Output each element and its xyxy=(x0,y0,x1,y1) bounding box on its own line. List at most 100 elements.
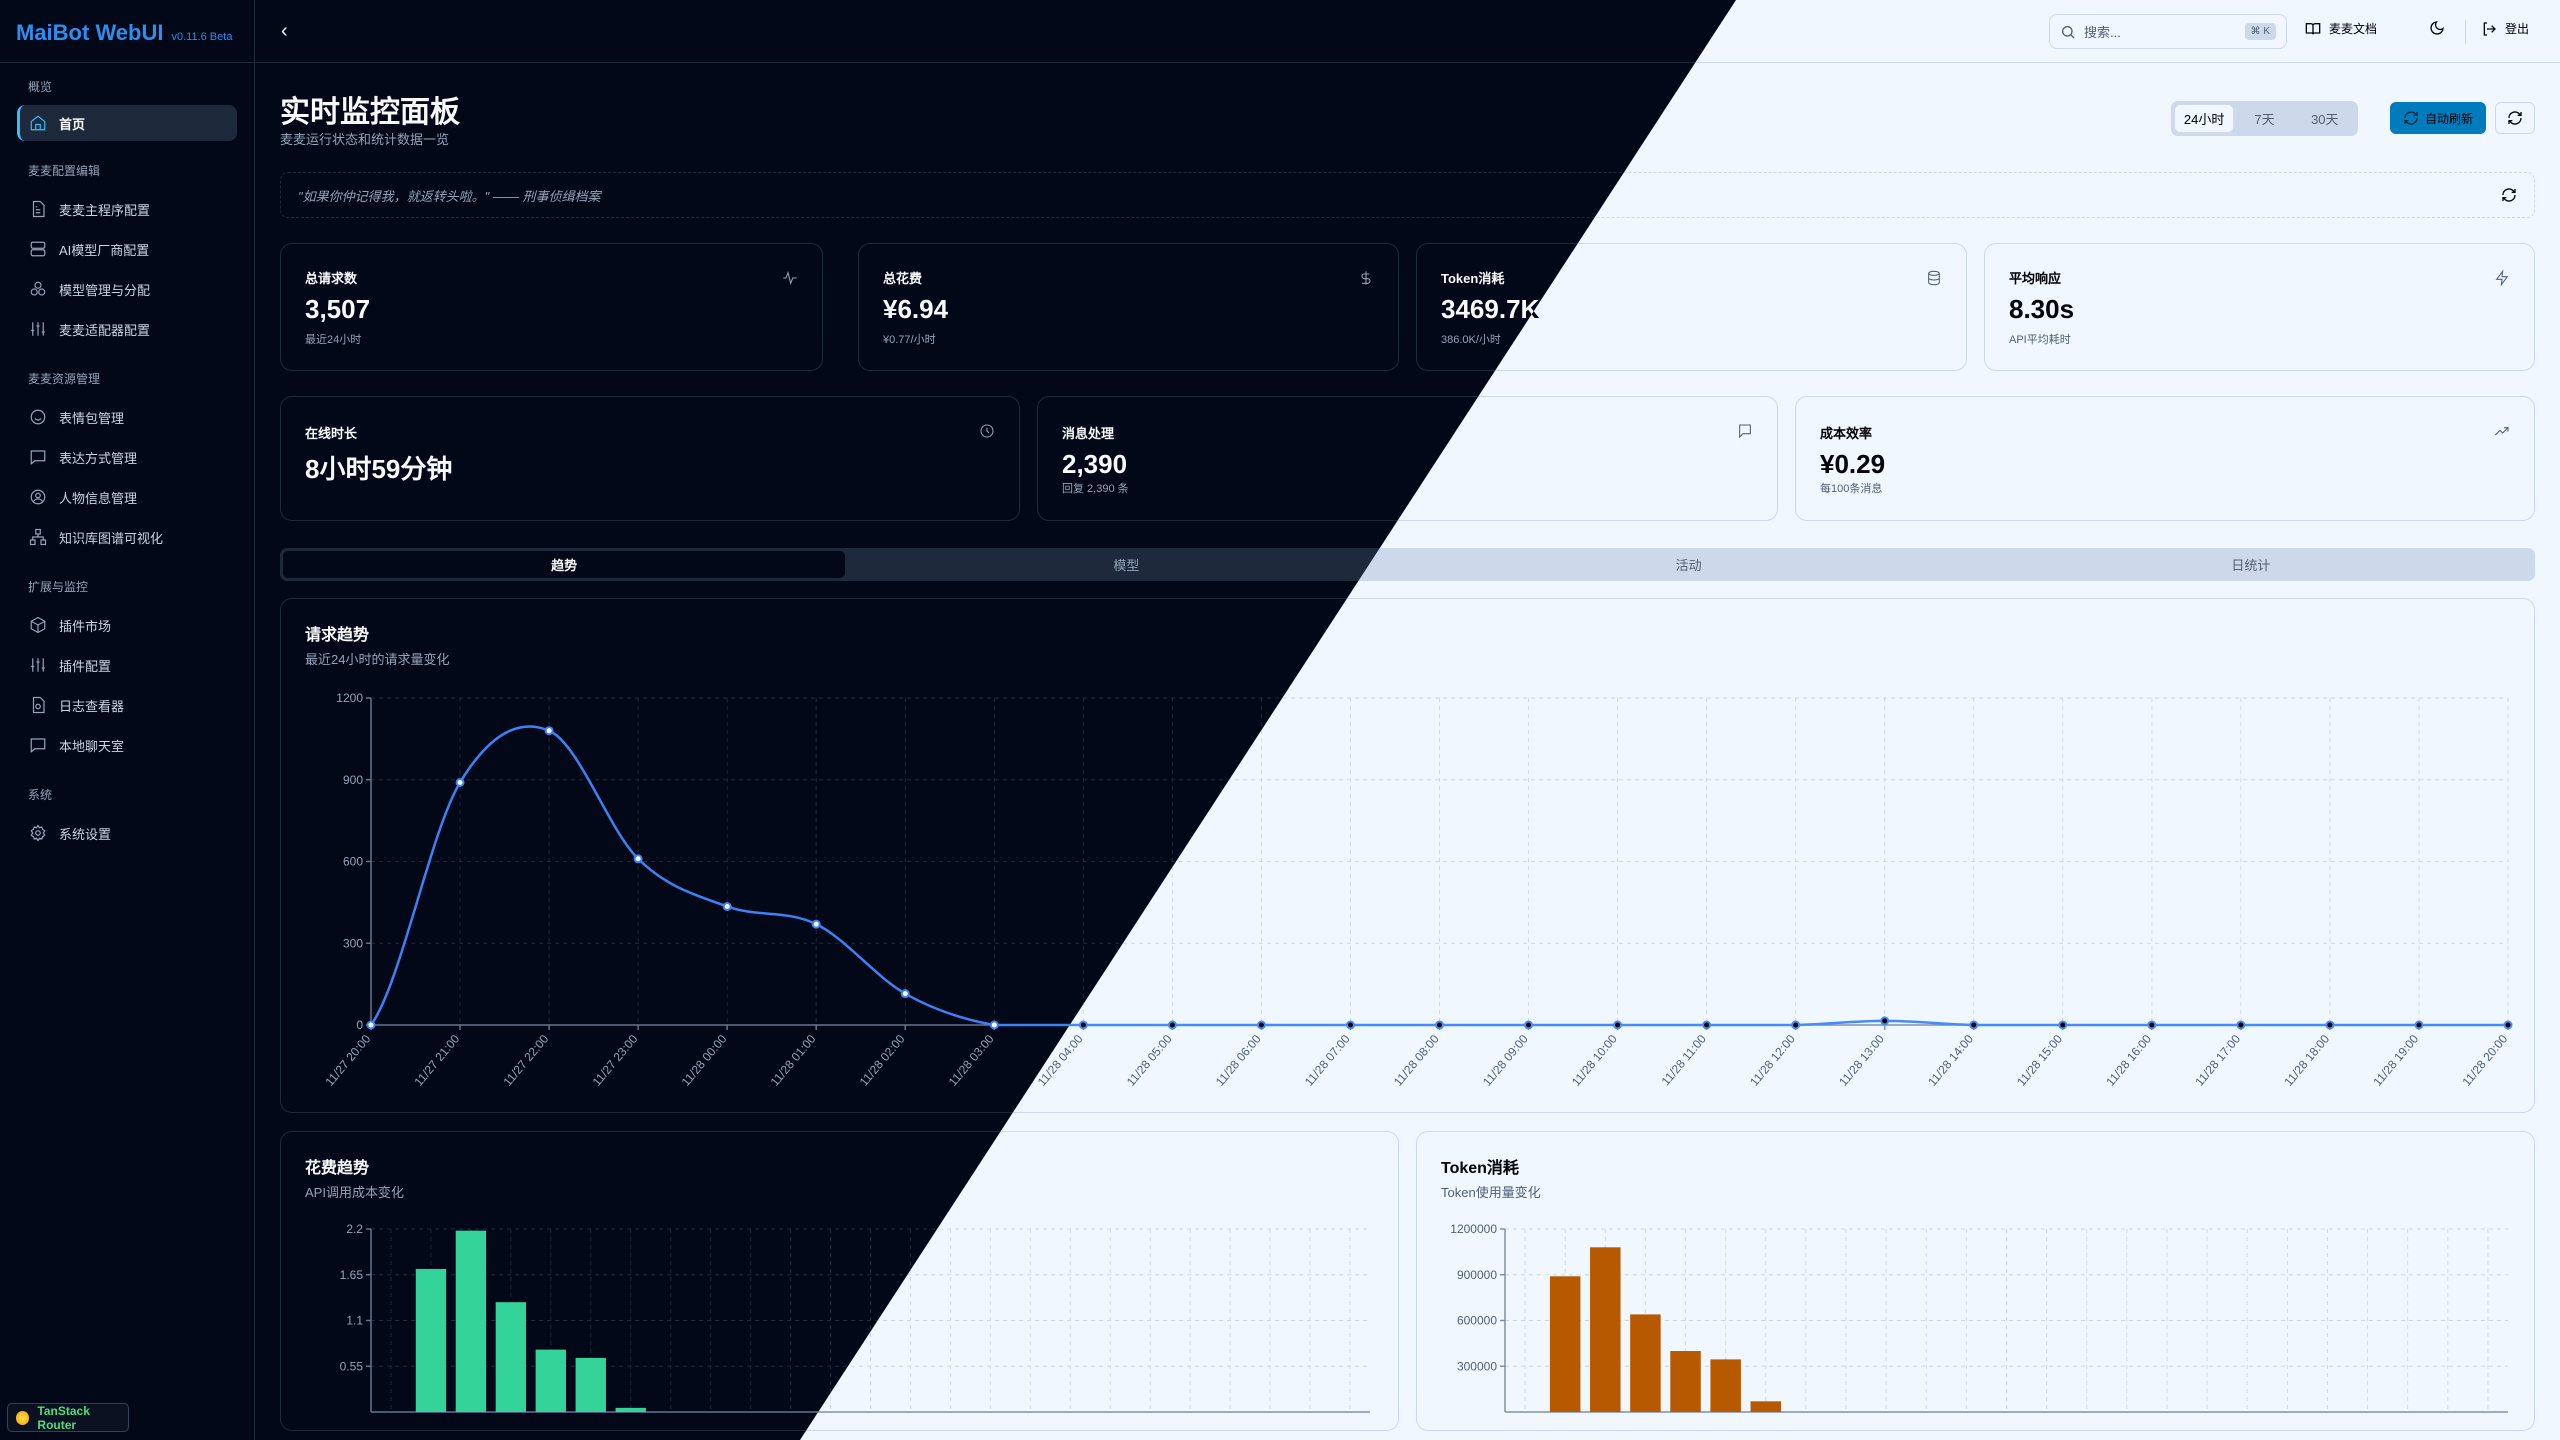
sidebar-item-label: 本地聊天室 xyxy=(59,738,125,754)
tanstack-router-devtools-button[interactable]: TanStack Router xyxy=(7,1403,129,1432)
x-tick-label: 11/28 03:00 xyxy=(946,1032,997,1089)
sidebar-item[interactable]: 麦麦主程序配置 xyxy=(17,189,237,229)
sidebar-item-label: 首页 xyxy=(59,116,86,132)
bar xyxy=(615,1407,646,1412)
data-point xyxy=(1791,1020,1801,1030)
x-tick-label: 11/27 22:00 xyxy=(500,1032,551,1089)
sidebar-item[interactable]: 表达方式管理 xyxy=(17,437,237,477)
quote-text: "如果你仲记得我，就返转头啦。" —— 刑事侦缉档案 xyxy=(298,188,601,204)
stat-card: 成本效率 ¥0.29 每100条消息 xyxy=(1795,396,2535,521)
search-placeholder: 搜索... xyxy=(2084,25,2121,40)
bar xyxy=(1750,1401,1782,1412)
bar xyxy=(495,1302,527,1412)
sidebar-item[interactable]: 插件配置 xyxy=(17,645,237,685)
stat-label: Token消耗 xyxy=(1441,271,1505,286)
page-subtitle: 麦麦运行状态和统计数据一览 xyxy=(280,132,450,147)
database-icon xyxy=(1928,270,1940,286)
stat-label: 成本效率 xyxy=(1820,426,1873,441)
request-trend-card: 请求趋势 最近24小时的请求量变化 11/27 20:00 11/27 21:00… xyxy=(280,598,2535,1113)
cost-bar-chart: 0.55 1.1 1.65 2.2 xyxy=(340,1222,1370,1413)
sidebar-item[interactable]: 人物信息管理 xyxy=(17,477,237,517)
refresh-quote-icon[interactable] xyxy=(2501,187,2517,203)
x-tick-label: 11/28 10:00 xyxy=(1569,1032,1620,1089)
bar xyxy=(455,1230,487,1412)
sidebar-section-label: 扩展与监控 xyxy=(28,580,89,594)
sidebar-item[interactable]: 插件市场 xyxy=(17,605,237,645)
stat-subtext: ¥0.77/小时 xyxy=(883,334,936,346)
range-24h[interactable]: 24小时 xyxy=(2175,105,2234,132)
search-input[interactable]: 搜索... ⌘ K xyxy=(2049,14,2287,49)
docs-button[interactable]: 麦麦文档 xyxy=(2305,20,2377,37)
x-tick-label: 11/28 17:00 xyxy=(2192,1032,2243,1089)
theme-toggle-button[interactable] xyxy=(2429,20,2445,36)
sidebar-item-label: AI模型厂商配置 xyxy=(59,242,150,258)
range-7d[interactable]: 7天 xyxy=(2254,112,2275,127)
sidebar-item[interactable]: 系统设置 xyxy=(17,813,237,853)
data-point xyxy=(1256,1020,1266,1030)
tab[interactable]: 模型 xyxy=(1113,558,1140,573)
sliders-icon xyxy=(31,322,45,336)
user-circle-icon xyxy=(30,489,46,505)
data-point xyxy=(633,854,643,864)
bar xyxy=(1549,1276,1581,1412)
sidebar-item[interactable]: 表情包管理 xyxy=(17,397,237,437)
home-icon xyxy=(30,115,46,131)
x-tick-label: 11/28 01:00 xyxy=(768,1032,819,1089)
bar xyxy=(575,1357,606,1412)
tab[interactable]: 活动 xyxy=(1675,558,1702,573)
data-point xyxy=(544,726,554,736)
sidebar-section-label: 麦麦配置编辑 xyxy=(28,164,101,178)
stat-value: 2,390 xyxy=(1062,449,1128,479)
page-title: 实时监控面板 xyxy=(280,96,460,129)
sidebar-item[interactable]: AI模型厂商配置 xyxy=(17,229,237,269)
request-line-chart: 11/27 20:00 11/27 21:00 11/27 22:00 11/27 2… xyxy=(322,691,2513,1089)
sidebar-item[interactable]: 知识库图谱可视化 xyxy=(17,517,237,557)
collapse-sidebar-chevron-left-icon[interactable]: ‹ xyxy=(281,20,288,42)
sidebar-item-label: 表达方式管理 xyxy=(59,450,138,466)
stat-subtext: 最近24小时 xyxy=(305,334,362,346)
x-tick-label: 11/28 18:00 xyxy=(2281,1032,2332,1089)
data-point xyxy=(455,777,465,787)
sidebar-item[interactable]: 模型管理与分配 xyxy=(17,269,237,309)
y-tick-label: 2.2 xyxy=(346,1222,363,1236)
sidebar-item-label: 麦麦主程序配置 xyxy=(59,202,151,218)
stat-subtext: 回复 2,390 条 xyxy=(1062,483,1129,495)
chart-subtitle: API调用成本变化 xyxy=(305,1185,404,1200)
stat-card: Token消耗 3469.7K 386.0K/小时 xyxy=(1416,243,1967,371)
y-tick-label: 0.55 xyxy=(340,1359,364,1373)
data-point xyxy=(1435,1020,1444,1030)
app-name: MaiBot WebUI xyxy=(16,20,164,45)
x-tick-label: 11/28 15:00 xyxy=(2014,1032,2065,1089)
sidebar-item-label: 日志查看器 xyxy=(59,698,125,714)
stat-value: 8.30s xyxy=(2009,294,2075,324)
sidebar-item[interactable]: 首页 xyxy=(17,105,237,141)
sidebar-item[interactable]: 本地聊天室 xyxy=(17,725,237,765)
refresh-button[interactable] xyxy=(2495,102,2535,134)
y-tick-label: 1200 xyxy=(336,691,363,705)
network-icon xyxy=(29,528,47,546)
logo[interactable]: MaiBot WebUI v0.11.6 Beta xyxy=(0,0,254,63)
range-30d[interactable]: 30天 xyxy=(2311,112,2339,127)
auto-refresh-button[interactable]: 自动刷新 xyxy=(2390,102,2486,134)
refresh-icon xyxy=(2404,111,2418,125)
top-header: ‹ 搜索... ⌘ K 麦麦文档 登出 xyxy=(255,0,2560,63)
bar xyxy=(415,1268,447,1412)
data-point xyxy=(1969,1020,1979,1030)
sidebar-item[interactable]: 日志查看器 xyxy=(17,685,237,725)
sidebar-item-label: 模型管理与分配 xyxy=(59,282,151,298)
stat-card: 总花费 ¥6.94 ¥0.77/小时 xyxy=(858,243,1399,371)
app-version: v0.11.6 Beta xyxy=(171,31,233,43)
x-tick-label: 11/27 23:00 xyxy=(590,1032,641,1089)
zap-icon xyxy=(2495,270,2509,286)
search-shortcut: ⌘ K xyxy=(2244,23,2276,40)
sidebar-section-label: 系统 xyxy=(28,788,53,802)
logout-button[interactable]: 登出 xyxy=(2481,20,2529,37)
y-tick-label: 1.1 xyxy=(346,1314,363,1328)
time-range-selector: 24小时 7天 30天 xyxy=(2171,101,2358,136)
sidebar-item[interactable]: 麦麦适配器配置 xyxy=(17,309,237,349)
tab[interactable]: 日统计 xyxy=(2231,558,2271,573)
tab[interactable]: 趋势 xyxy=(283,551,846,578)
header-divider xyxy=(2465,20,2466,44)
x-tick-label: 11/28 16:00 xyxy=(2103,1032,2154,1089)
data-point xyxy=(1613,1020,1623,1030)
